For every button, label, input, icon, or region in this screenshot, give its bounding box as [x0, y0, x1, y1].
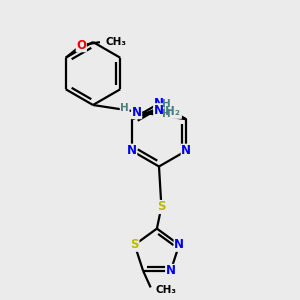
Text: N: N: [127, 144, 137, 157]
Text: N: N: [181, 144, 191, 157]
Text: N: N: [166, 264, 176, 278]
Text: H: H: [120, 103, 129, 112]
Text: S: S: [130, 238, 139, 251]
Text: N: N: [132, 106, 142, 118]
Text: CH₃: CH₃: [155, 285, 176, 296]
Text: N: N: [154, 104, 164, 117]
Text: H: H: [161, 109, 170, 119]
Text: N: N: [154, 97, 164, 110]
Text: O: O: [76, 39, 86, 52]
Text: H: H: [161, 99, 170, 109]
Text: N: N: [174, 238, 184, 251]
Text: NH₂: NH₂: [156, 105, 181, 118]
Text: S: S: [157, 200, 166, 214]
Text: CH₃: CH₃: [105, 37, 126, 47]
